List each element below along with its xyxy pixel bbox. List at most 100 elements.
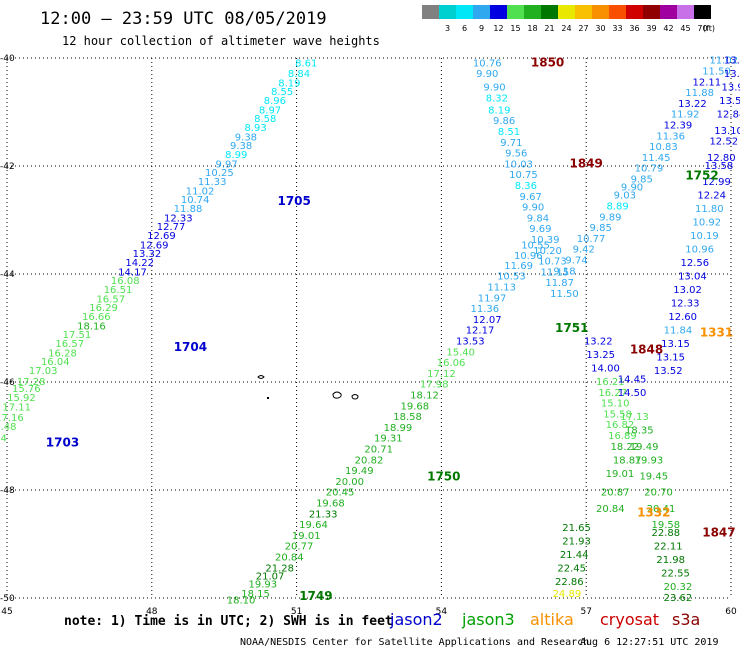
wave-height-point: 9.18 bbox=[553, 266, 575, 277]
wave-height-point: 9.74 bbox=[565, 256, 587, 267]
wave-height-point: 11.87 bbox=[545, 278, 574, 289]
pass-label: 1705 bbox=[277, 194, 310, 208]
wave-height-point: 16.57 bbox=[96, 294, 125, 305]
wave-height-point: 10.03 bbox=[504, 159, 533, 170]
wave-height-point: 14.17 bbox=[118, 267, 147, 278]
scale-tick-label: 42 bbox=[663, 24, 673, 33]
y-tick-label: -48 bbox=[0, 486, 15, 496]
island-dot bbox=[267, 397, 269, 399]
wave-height-point: 21.28 bbox=[265, 563, 294, 574]
wave-height-point: 11.97 bbox=[478, 293, 507, 304]
wave-height-point: 19.01 bbox=[606, 469, 635, 480]
wave-height-point: 9.85 bbox=[631, 175, 653, 186]
wave-height-point: 10.25 bbox=[205, 168, 234, 179]
wave-height-point: 22.45 bbox=[557, 563, 586, 574]
wave-height-point: 24.89 bbox=[553, 589, 582, 600]
wave-height-point: 9.56 bbox=[505, 149, 527, 160]
wave-height-point: 13.53 bbox=[456, 337, 485, 348]
wave-height-point: 14.45 bbox=[618, 374, 647, 385]
scale-swatch bbox=[541, 5, 558, 19]
wave-height-point: 18.35 bbox=[625, 426, 654, 437]
wave-height-point: 13.22 bbox=[584, 337, 613, 348]
scale-swatch bbox=[558, 5, 575, 19]
scale-swatch bbox=[456, 5, 473, 19]
wave-height-point: 8.36 bbox=[515, 181, 537, 192]
pass-label: 1703 bbox=[46, 435, 79, 449]
satellite-legend-item: s3a bbox=[672, 610, 700, 629]
axis-ticks: 45 48 51 54 57 60 -40 -42 -44 -46 -48 -50 bbox=[0, 54, 737, 617]
scale-swatch bbox=[694, 5, 711, 19]
wave-height-point: 19.49 bbox=[345, 466, 374, 477]
scale-swatch bbox=[439, 5, 456, 19]
wave-height-point: 22.88 bbox=[652, 528, 681, 539]
wave-height-point: 12.07 bbox=[473, 315, 502, 326]
wave-height-point: 20.77 bbox=[285, 542, 314, 553]
wave-height-point: 16.27 bbox=[598, 388, 627, 399]
wave-height-point: 8.97 bbox=[259, 105, 281, 116]
wave-height-point: 9.67 bbox=[520, 192, 542, 203]
wave-height-point: 15.58 bbox=[603, 409, 632, 420]
wave-height-point: 18.87 bbox=[613, 455, 642, 466]
y-tick-label: -46 bbox=[0, 378, 15, 388]
wave-height-point: 9.97 bbox=[215, 159, 237, 170]
wave-height-point: 20.00 bbox=[335, 477, 364, 488]
scale-tick-label: 30 bbox=[595, 24, 605, 33]
wave-height-point: 22.86 bbox=[555, 577, 584, 588]
island-outline bbox=[332, 391, 342, 399]
wave-height-point: 12.17 bbox=[466, 326, 495, 337]
wave-height-point: 20.41 bbox=[647, 504, 676, 515]
scale-swatch bbox=[677, 5, 694, 19]
wave-height-point: 16.08 bbox=[111, 276, 140, 287]
wave-height-point: 12.52 bbox=[709, 137, 738, 148]
wave-height-point: 21.07 bbox=[256, 571, 285, 582]
wave-height-point: 21.93 bbox=[562, 536, 591, 547]
wave-height-point: 11.84 bbox=[664, 326, 693, 337]
chart-title: 12:00 — 23:59 UTC 08/05/2019 bbox=[40, 9, 327, 29]
scale-tick-label: 45 bbox=[680, 24, 690, 33]
wave-height-point: 13.54 bbox=[719, 96, 740, 107]
wave-height-point: 9.90 bbox=[476, 69, 498, 80]
wave-height-point: 11.02 bbox=[186, 186, 215, 197]
wave-height-point: 11.50 bbox=[550, 289, 579, 300]
wave-height-point: 9.38 bbox=[230, 141, 252, 152]
wave-height-point: 22.11 bbox=[654, 542, 683, 553]
scale-swatch bbox=[643, 5, 660, 19]
wave-height-point: 11.92 bbox=[671, 110, 700, 121]
wave-height-point: 19.49 bbox=[630, 442, 659, 453]
x-tick-label: 48 bbox=[146, 607, 158, 617]
wave-height-point: 10.77 bbox=[577, 234, 606, 245]
wave-height-point: 12.11 bbox=[693, 77, 722, 88]
scale-tick-label: 6 bbox=[462, 24, 467, 33]
pass-labels: 1850 1849 1705 1752 1704 1331 1751 1848 1703 1750… bbox=[46, 55, 736, 603]
wave-height-point: 19.01 bbox=[292, 531, 321, 542]
wave-height-point: 12.39 bbox=[664, 121, 693, 132]
wave-height-point: 17.16 bbox=[0, 413, 24, 424]
scale-tick-label: 12 bbox=[493, 24, 503, 33]
y-tick-label: -42 bbox=[0, 162, 15, 172]
wave-height-point: 13.04 bbox=[678, 272, 707, 283]
wave-height-point: 10.96 bbox=[685, 245, 714, 256]
wave-height-point: 13.58 bbox=[705, 161, 734, 172]
wave-height-point: 8.99 bbox=[225, 150, 247, 161]
wave-height-point: 17.13 bbox=[620, 412, 649, 423]
pass-label: 1331 bbox=[700, 325, 733, 339]
wave-height-point: 17.11 bbox=[2, 402, 31, 413]
pass-label: 1848 bbox=[630, 343, 663, 357]
wave-height-point: 16.21 bbox=[596, 377, 625, 388]
wave-height-point: 19.31 bbox=[374, 434, 403, 445]
wave-height-point: 8.51 bbox=[498, 127, 520, 138]
wave-height-point: 10.19 bbox=[690, 231, 719, 242]
wave-height-point: 19.64 bbox=[299, 520, 328, 531]
wave-height-point: 10.39 bbox=[531, 235, 560, 246]
pass-label: 1752 bbox=[685, 169, 718, 183]
wave-height-point: 10.92 bbox=[693, 218, 722, 229]
wave-height-point: 20.82 bbox=[355, 455, 384, 466]
scale-swatch bbox=[490, 5, 507, 19]
y-tick-label: -44 bbox=[0, 270, 15, 280]
wave-height-point: 15.76 bbox=[12, 384, 41, 395]
wave-height-point: 22.55 bbox=[661, 569, 690, 580]
scale-tick-label: 24 bbox=[561, 24, 571, 33]
scale-tick-label: 18 bbox=[527, 24, 537, 33]
plot-background bbox=[7, 58, 731, 598]
scale-swatch bbox=[473, 5, 490, 19]
